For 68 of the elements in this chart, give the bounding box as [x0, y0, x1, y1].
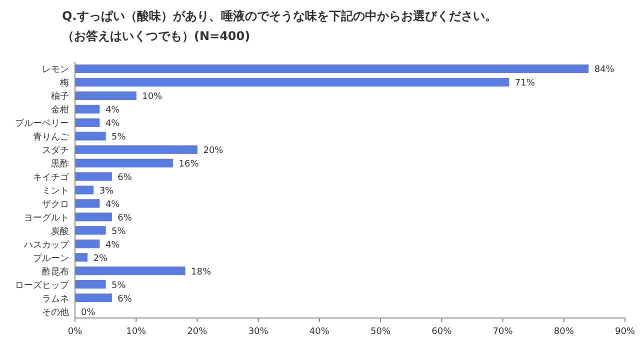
data-label: 71% [514, 78, 536, 89]
bar [74, 145, 198, 154]
bar [74, 64, 589, 74]
bar [74, 118, 100, 127]
data-label: 4% [105, 240, 120, 250]
bar [74, 226, 106, 235]
x-tick-label: 40% [309, 327, 330, 337]
y-tick-label: 金柑 [51, 104, 69, 116]
y-tick-label: ザクロ [42, 198, 69, 210]
x-tick-label: 30% [248, 327, 269, 337]
bar [74, 240, 100, 248]
y-tick-label: プルーン [33, 252, 69, 264]
bar [74, 172, 112, 181]
bar [74, 78, 510, 87]
y-tick-label: 炭酸 [51, 226, 69, 237]
data-label: 5% [112, 132, 126, 143]
data-label: 4% [105, 119, 120, 130]
data-label: 5% [112, 226, 126, 237]
y-tick-label: ヨーグルト [24, 212, 69, 224]
data-label: 18% [191, 267, 212, 278]
data-label: 2% [93, 254, 108, 264]
data-label: 5% [112, 280, 126, 291]
data-label: 3% [99, 186, 114, 196]
x-tick-label: 50% [370, 327, 391, 337]
y-tick-label: 梅 [59, 78, 69, 89]
bar [74, 266, 186, 276]
bar [74, 158, 174, 168]
bar [74, 212, 112, 222]
y-tick-label: 酢昆布 [42, 266, 69, 278]
bar [74, 186, 94, 194]
y-tick-label: ブルーベリー [15, 118, 69, 130]
x-tick-label: 70% [492, 327, 514, 337]
chart-subtitle: （お答えはいくつでも）(N=400) [62, 29, 250, 43]
y-tick-label: 青りんご [33, 132, 70, 143]
data-label: 4% [105, 200, 120, 210]
data-label: 6% [118, 213, 132, 224]
x-tick-label: 90% [614, 327, 636, 337]
y-tick-label: 柚子 [51, 91, 69, 102]
x-tick-label: 20% [187, 327, 208, 337]
bar [74, 280, 106, 289]
bar [74, 199, 100, 208]
y-tick-label: ラムネ [42, 294, 69, 304]
data-label: 10% [142, 92, 163, 102]
bar [74, 91, 136, 100]
bar [74, 253, 88, 262]
y-tick-label: キイチゴ [33, 172, 70, 184]
y-tick-label: レモン [42, 65, 69, 76]
bar [74, 132, 106, 140]
data-label: 6% [118, 294, 132, 304]
data-label: 0% [81, 308, 96, 318]
bar [74, 104, 100, 114]
y-tick-label: ミント [42, 186, 69, 196]
x-tick-label: 10% [126, 327, 147, 337]
data-label: 4% [105, 106, 120, 116]
data-label: 16% [178, 160, 200, 170]
x-tick-label: 0% [68, 327, 83, 337]
y-tick-label: ハスカップ [23, 239, 70, 250]
x-tick-label: 80% [554, 327, 574, 337]
y-tick-label: スダチ [42, 145, 69, 156]
x-tick-label: 60% [432, 327, 452, 337]
data-label: 20% [203, 146, 224, 156]
y-tick-label: ローズヒップ [15, 280, 70, 291]
data-label: 6% [118, 173, 132, 184]
y-tick-label: 黒酢 [51, 158, 69, 170]
y-tick-label: その他 [42, 306, 69, 318]
chart-title: Q.すっぱい（酸味）があり、唾液のでそうな味を下記の中からお選びください。 [62, 9, 497, 23]
bar [74, 293, 112, 302]
data-label: 84% [594, 65, 615, 76]
